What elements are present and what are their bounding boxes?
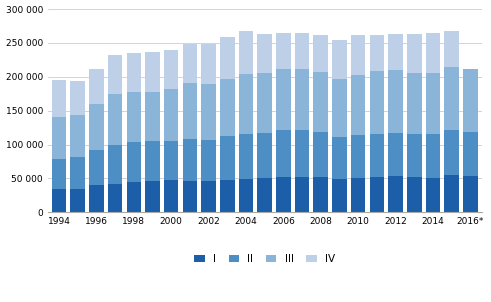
Bar (52, 189, 66, 212)
Bar (164, 140, 179, 180)
Bar (444, 31, 459, 67)
Bar (295, 33, 309, 69)
Bar (407, 177, 422, 212)
Bar (444, 67, 459, 130)
Bar (89, 185, 104, 212)
Bar (89, 104, 104, 150)
Bar (295, 69, 309, 130)
Bar (444, 175, 459, 212)
Bar (70, 81, 85, 115)
Bar (70, 115, 85, 157)
Bar (407, 73, 422, 134)
Bar (164, 89, 179, 140)
Bar (220, 137, 235, 180)
Bar (183, 181, 197, 212)
Bar (295, 177, 309, 212)
Bar (313, 177, 328, 212)
Bar (276, 130, 291, 177)
Bar (295, 130, 309, 177)
Bar (239, 179, 253, 212)
Bar (145, 181, 160, 212)
Bar (52, 117, 66, 159)
Bar (444, 130, 459, 175)
Bar (239, 134, 253, 179)
Bar (463, 176, 478, 212)
Bar (313, 132, 328, 177)
Bar (239, 74, 253, 134)
Bar (127, 142, 141, 182)
Bar (388, 34, 403, 70)
Bar (239, 31, 253, 74)
Bar (313, 72, 328, 132)
Bar (164, 50, 179, 89)
Bar (52, 159, 66, 189)
Bar (332, 179, 347, 212)
Bar (70, 189, 85, 212)
Bar (108, 55, 122, 94)
Bar (127, 92, 141, 142)
Bar (276, 69, 291, 130)
Bar (370, 35, 384, 71)
Bar (407, 134, 422, 177)
Bar (127, 53, 141, 92)
Bar (426, 178, 440, 212)
Bar (108, 184, 122, 212)
Bar (351, 76, 365, 135)
Bar (351, 178, 365, 212)
Bar (183, 83, 197, 139)
Bar (201, 43, 216, 84)
Bar (332, 137, 347, 179)
Bar (426, 73, 440, 134)
Bar (388, 133, 403, 176)
Bar (463, 69, 478, 132)
Bar (220, 180, 235, 212)
Bar (220, 37, 235, 79)
Bar (351, 135, 365, 178)
Bar (370, 134, 384, 177)
Bar (276, 177, 291, 212)
Bar (388, 176, 403, 212)
Bar (183, 139, 197, 181)
Bar (201, 181, 216, 212)
Bar (332, 79, 347, 137)
Bar (332, 40, 347, 79)
Bar (313, 36, 328, 72)
Bar (426, 134, 440, 178)
Bar (370, 177, 384, 212)
Bar (145, 52, 160, 92)
Bar (257, 73, 272, 133)
Bar (463, 132, 478, 176)
Bar (70, 157, 85, 189)
Bar (89, 150, 104, 185)
Bar (276, 34, 291, 69)
Bar (52, 80, 66, 117)
Bar (370, 71, 384, 134)
Bar (201, 84, 216, 140)
Bar (108, 94, 122, 145)
Bar (257, 34, 272, 73)
Bar (145, 92, 160, 140)
Bar (220, 79, 235, 137)
Bar (127, 182, 141, 212)
Bar (108, 145, 122, 184)
Bar (183, 43, 197, 83)
Bar (145, 140, 160, 181)
Bar (407, 34, 422, 73)
Bar (257, 133, 272, 178)
Bar (89, 69, 104, 104)
Legend: I, II, III, IV: I, II, III, IV (194, 254, 335, 264)
Bar (257, 178, 272, 212)
Bar (164, 180, 179, 212)
Bar (426, 34, 440, 73)
Bar (201, 140, 216, 181)
Bar (388, 70, 403, 133)
Bar (351, 36, 365, 76)
